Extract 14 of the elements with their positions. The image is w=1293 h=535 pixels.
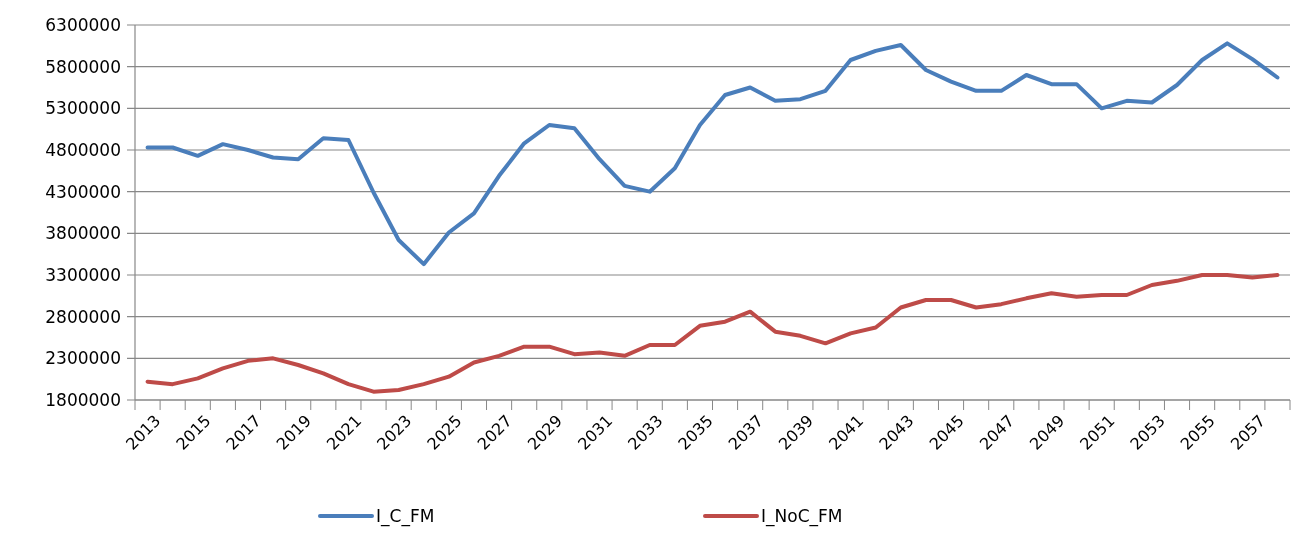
legend-label: I_C_FM xyxy=(376,505,435,527)
y-tick-label: 5800000 xyxy=(45,56,121,77)
y-tick-label: 3800000 xyxy=(45,223,121,244)
y-tick-label: 3300000 xyxy=(45,264,121,285)
y-tick-label: 2300000 xyxy=(45,348,121,369)
y-tick-label: 4800000 xyxy=(45,139,121,160)
y-tick-label: 2800000 xyxy=(45,306,121,327)
y-tick-label: 1800000 xyxy=(45,389,121,410)
y-tick-label: 4300000 xyxy=(45,181,121,202)
y-tick-label: 6300000 xyxy=(45,14,121,35)
y-tick-label: 5300000 xyxy=(45,98,121,119)
legend-label: I_NoC_FM xyxy=(761,505,843,527)
line-series xyxy=(145,273,1280,394)
line-series xyxy=(145,41,1280,267)
